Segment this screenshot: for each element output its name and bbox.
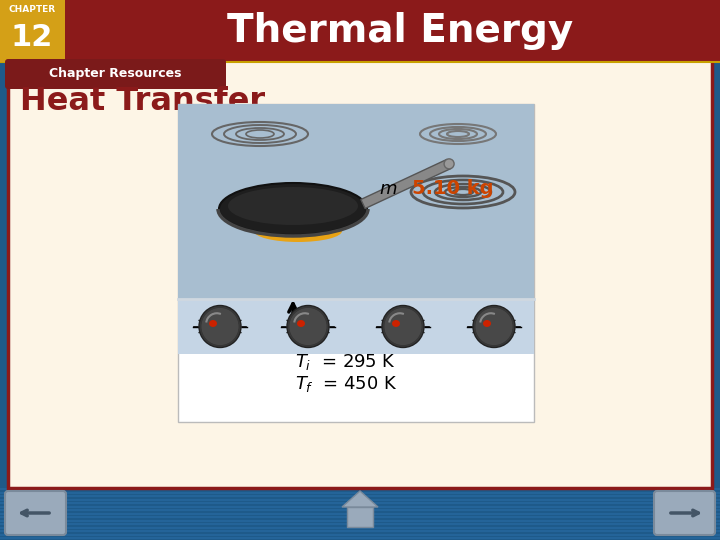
Text: CHAPTER: CHAPTER [9,5,55,15]
Bar [178,299,534,354]
Bar [0,0,720,62]
Ellipse shape [199,306,241,348]
Text: 12: 12 [11,24,53,52]
Bar [8,58,712,488]
Ellipse shape [289,307,327,346]
FancyBboxPatch shape [5,491,66,535]
Ellipse shape [392,320,400,327]
Text: Chapter Resources: Chapter Resources [49,68,181,80]
Ellipse shape [384,307,422,346]
Polygon shape [342,491,378,507]
Text: Heat Transfer: Heat Transfer [20,86,265,118]
FancyBboxPatch shape [654,491,715,535]
Ellipse shape [475,307,513,346]
Ellipse shape [287,306,329,348]
Bar [0,0,65,62]
Text: $T_i$  = 295 K: $T_i$ = 295 K [295,352,397,372]
Bar [178,104,534,299]
Ellipse shape [219,183,367,235]
Ellipse shape [473,306,515,348]
Polygon shape [361,159,451,208]
Text: Q: Q [303,308,316,326]
Bar [347,507,373,527]
Ellipse shape [382,306,424,348]
Circle shape [444,159,454,169]
Text: $T_f$  = 450 K: $T_f$ = 450 K [294,374,397,394]
Text: 5.10 kg: 5.10 kg [413,179,494,199]
Ellipse shape [228,187,358,225]
Ellipse shape [483,320,491,327]
Text: Thermal Energy: Thermal Energy [227,12,573,50]
Ellipse shape [254,220,342,242]
FancyBboxPatch shape [5,59,226,89]
Text: m: m [379,180,397,198]
Bar [178,104,534,422]
Ellipse shape [297,320,305,327]
Ellipse shape [201,307,239,346]
Ellipse shape [263,220,333,234]
Ellipse shape [209,320,217,327]
